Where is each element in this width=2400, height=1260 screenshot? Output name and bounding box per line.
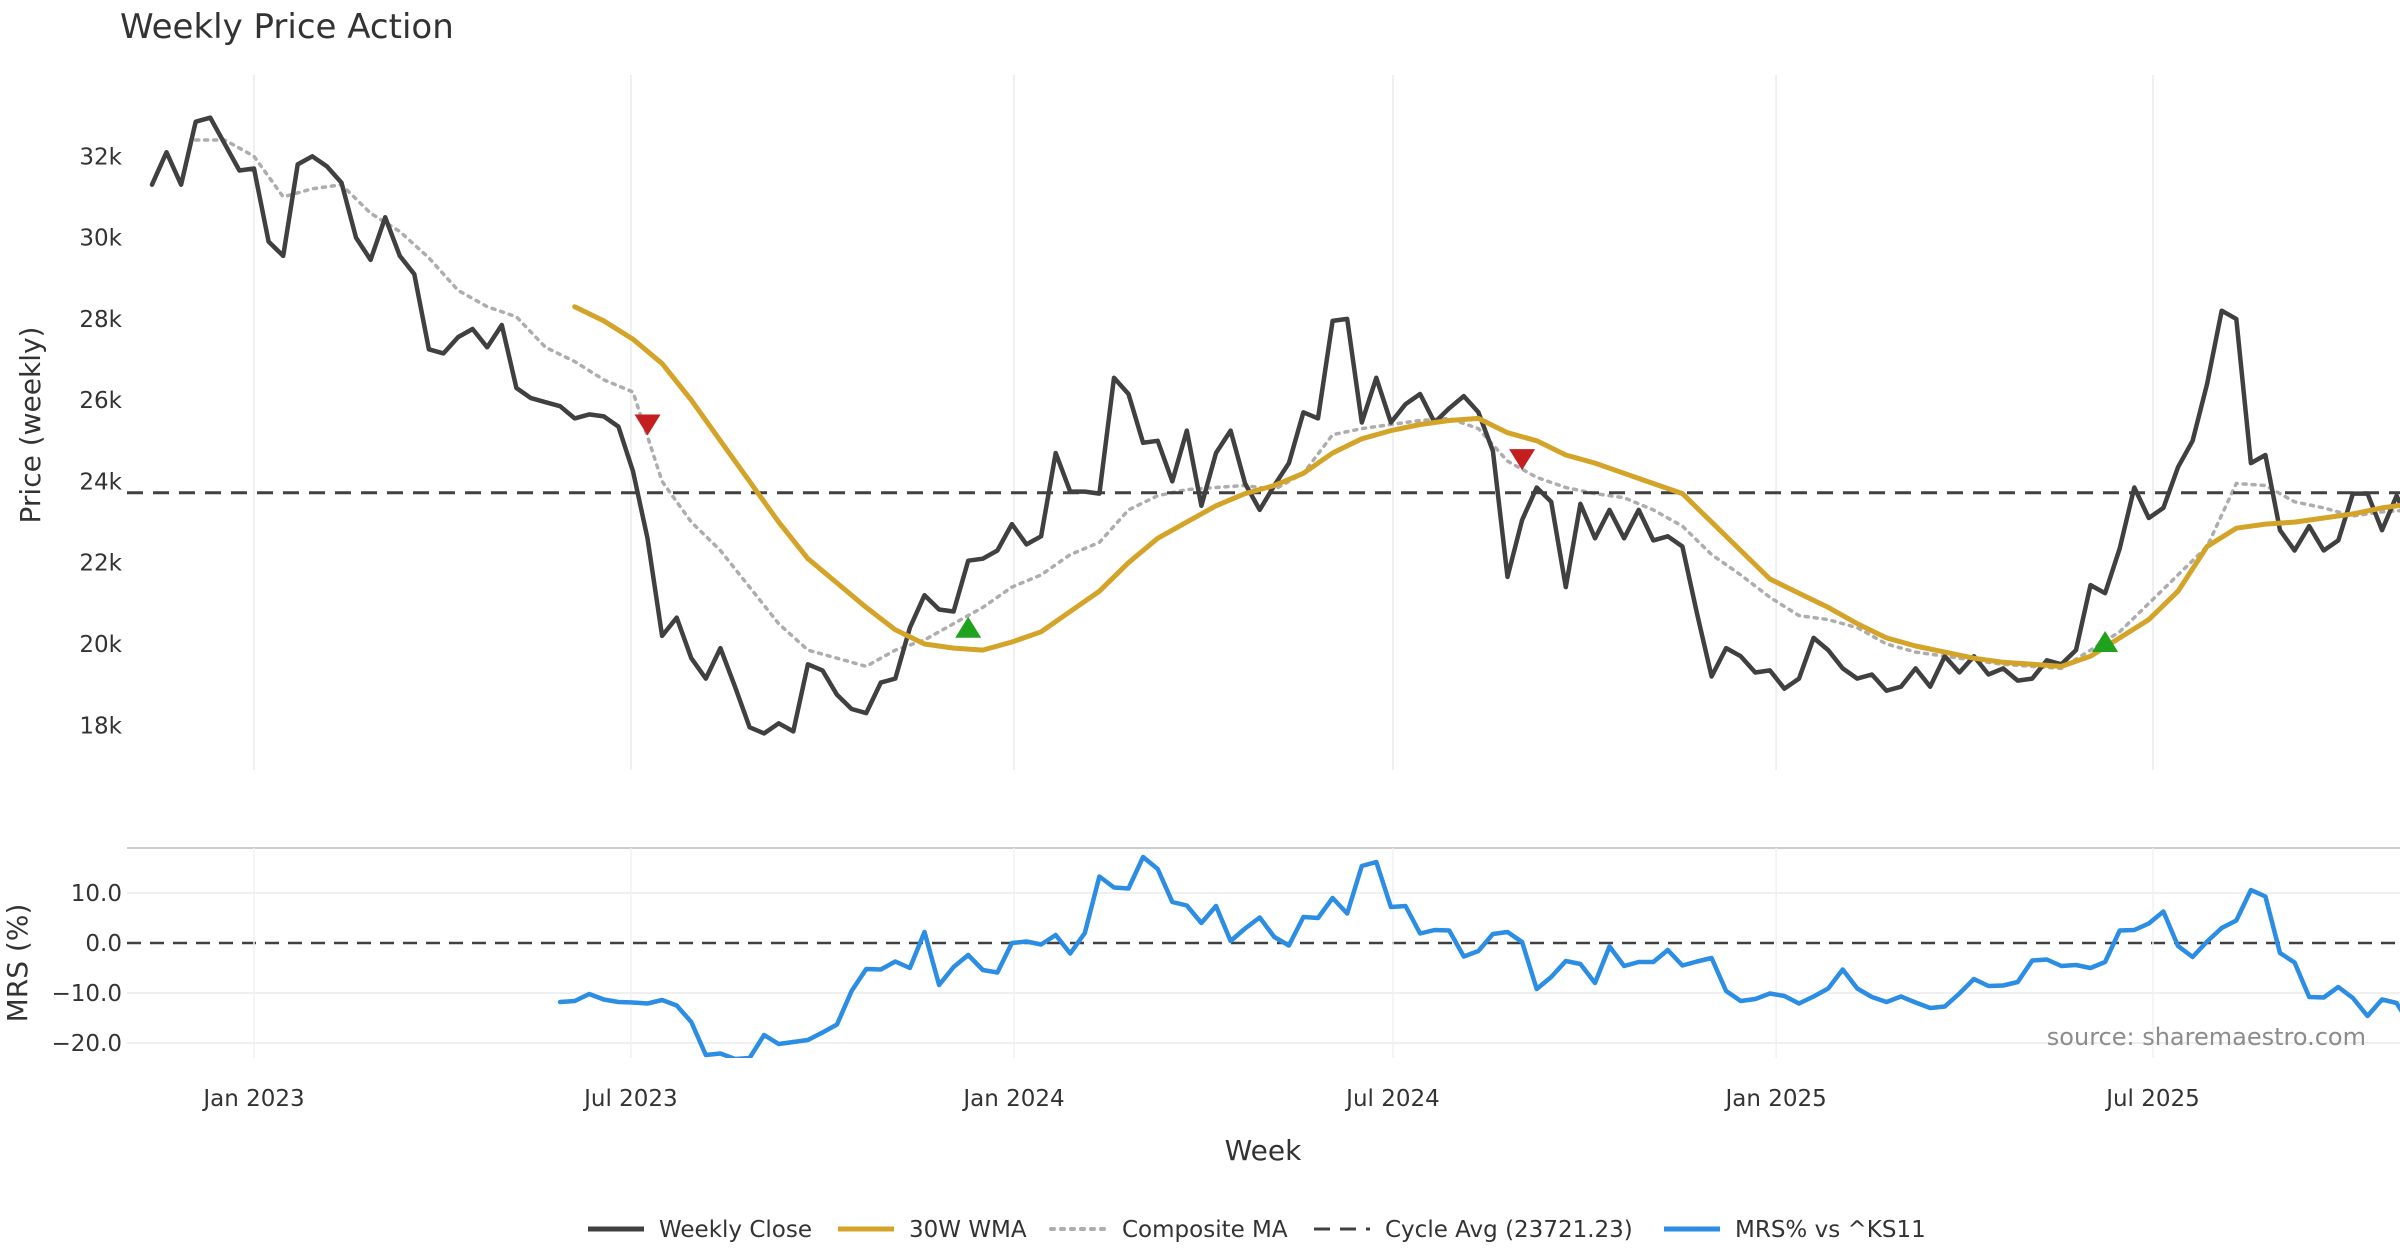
legend-label-cycle-avg-23721-23: Cycle Avg (23721.23) xyxy=(1385,1217,1633,1243)
legend: Weekly Close 30W WMA Composite MA Cycle Avg… xyxy=(588,1217,1926,1243)
mrs-y-tick-3: −20.0 xyxy=(52,1031,122,1057)
x-tick-1: Jul 2023 xyxy=(582,1086,678,1112)
price-y-tick-labels: 18k 20k 22k 24k 26k 28k 30k 32k xyxy=(79,144,122,739)
price-y-tick-7: 32k xyxy=(79,144,122,170)
price-y-tick-2: 22k xyxy=(79,551,122,577)
series-mrs-vs-ks11 xyxy=(557,854,2400,1058)
x-tick-0: Jan 2023 xyxy=(201,1086,304,1112)
series-composite-ma xyxy=(193,138,2400,671)
price-y-axis-label: Price (weekly) xyxy=(14,327,47,524)
mrs-y-axis-label: MRS (%) xyxy=(1,904,34,1023)
mrs-series-group xyxy=(557,854,2400,1058)
mrs-y-tick-labels: 10.0 0.0 −10.0 −20.0 xyxy=(52,881,122,1057)
mrs-y-tick-2: −10.0 xyxy=(52,981,122,1007)
x-tick-2: Jan 2024 xyxy=(961,1086,1064,1112)
price-series-group xyxy=(127,115,2400,736)
buy-signal-marker-3 xyxy=(2092,630,2119,652)
price-y-tick-1: 20k xyxy=(79,632,122,658)
signal-markers xyxy=(634,414,2119,652)
mrs-y-tick-1: 0.0 xyxy=(85,931,122,957)
chart-title: Weekly Price Action xyxy=(120,7,454,47)
price-y-tick-5: 28k xyxy=(79,307,122,333)
mrs-y-tick-0: 10.0 xyxy=(71,881,122,907)
x-tick-5: Jul 2025 xyxy=(2104,1086,2200,1112)
price-y-tick-6: 30k xyxy=(79,226,122,252)
x-axis-label: Week xyxy=(1225,1134,1302,1167)
series-weekly-close xyxy=(149,115,2400,736)
legend-label-weekly-close: Weekly Close xyxy=(659,1217,812,1243)
x-tick-labels: Jan 2023 Jul 2023 Jan 2024 Jul 2024 Jan 2025… xyxy=(201,1086,2199,1112)
mrs-gridlines xyxy=(127,848,2400,1058)
series-30w-wma xyxy=(572,304,2400,669)
price-y-tick-4: 26k xyxy=(79,388,122,414)
legend-label-composite-ma: Composite MA xyxy=(1122,1217,1288,1243)
buy-signal-marker-1 xyxy=(955,616,982,638)
x-tick-4: Jan 2025 xyxy=(1723,1086,1826,1112)
source-attribution: source: sharemaestro.com xyxy=(2047,1023,2366,1051)
x-tick-3: Jul 2024 xyxy=(1344,1086,1440,1112)
price-y-tick-3: 24k xyxy=(79,469,122,495)
price-y-tick-0: 18k xyxy=(79,713,122,739)
sell-signal-marker-2 xyxy=(1509,449,1536,471)
legend-label-30w-wma: 30W WMA xyxy=(909,1217,1027,1243)
price-gridlines xyxy=(253,75,2154,770)
legend-label-mrs-vs-ks11: MRS% vs ^KS11 xyxy=(1735,1217,1926,1243)
sell-signal-marker-0 xyxy=(634,414,661,436)
